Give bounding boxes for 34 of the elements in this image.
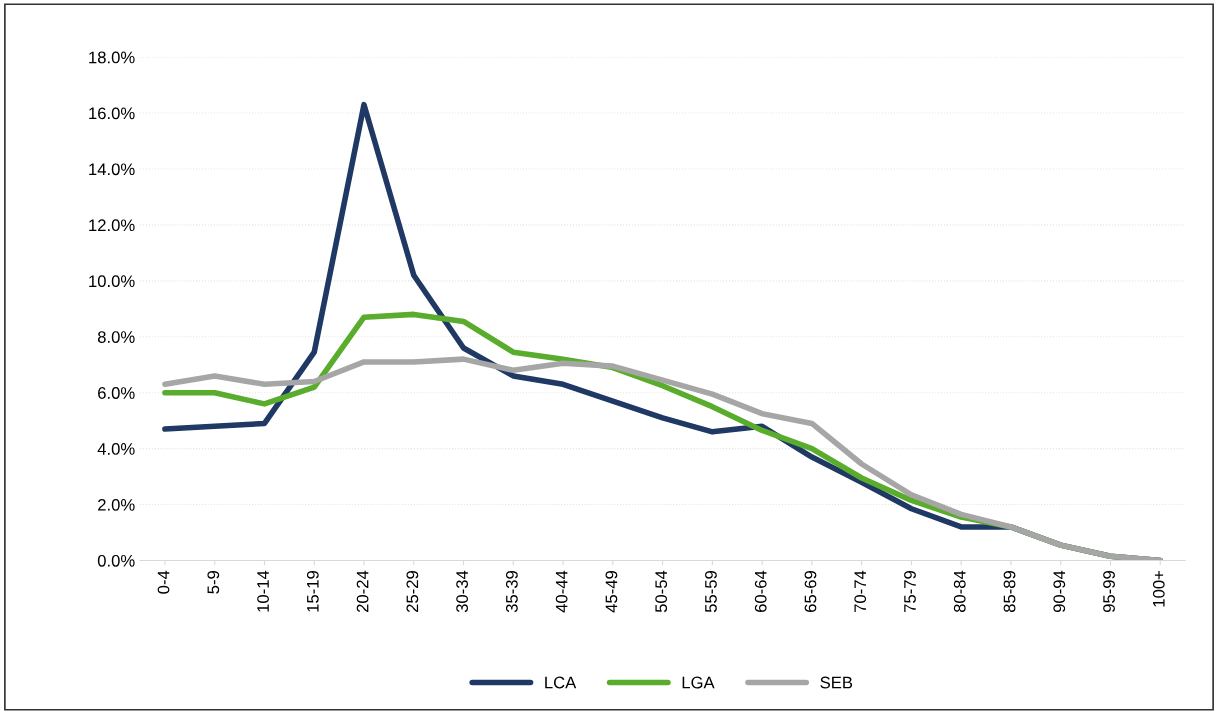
x-tick-label: 85-89 xyxy=(1003,571,1016,613)
x-tick-label: 90-94 xyxy=(1053,570,1066,613)
y-tick-label: 14.0% xyxy=(89,163,135,176)
x-tick-label: 0-4 xyxy=(157,570,170,594)
x-tick-label: 40-44 xyxy=(555,570,568,613)
y-tick-label: 18.0% xyxy=(89,51,135,64)
x-tick-label: 80-84 xyxy=(953,570,966,613)
x-tick-label: 45-49 xyxy=(605,571,618,613)
x-tick-label: 55-59 xyxy=(705,571,717,613)
x-tick-label: 35-39 xyxy=(505,571,518,613)
y-tick-label: 0.0% xyxy=(97,554,135,567)
x-tick-label: 5-9 xyxy=(207,571,220,594)
y-tick-label: 16.0% xyxy=(89,107,135,120)
x-tick-label: 10-14 xyxy=(257,570,269,612)
x-tick-label: 70-74 xyxy=(854,570,867,612)
y-tick-label: 4.0% xyxy=(97,443,135,455)
x-tick-label: 60-64 xyxy=(754,570,767,612)
legend-label: LCA xyxy=(545,676,577,689)
x-tick-label: 20-24 xyxy=(356,570,369,612)
legend-label: SEB xyxy=(820,676,853,689)
y-tick-label: 2.0% xyxy=(98,498,135,511)
y-tick-label: 10.0% xyxy=(89,275,135,288)
y-tick-label: 8.0% xyxy=(97,331,135,343)
y-tick-label: 6.0% xyxy=(98,387,135,399)
x-tick-label: 95-99 xyxy=(1103,571,1115,613)
y-tick-label: 12.0% xyxy=(89,219,135,232)
x-tick-label: 25-29 xyxy=(406,571,419,612)
x-tick-label: 30-34 xyxy=(456,570,469,613)
x-tick-label: 65-69 xyxy=(804,571,817,612)
x-tick-label: 75-79 xyxy=(904,571,916,612)
x-tick-label: 50-54 xyxy=(655,570,668,613)
x-tick-label: 15-19 xyxy=(306,571,319,612)
x-tick-label: 100+ xyxy=(1152,571,1165,607)
legend-label: LGA xyxy=(682,676,715,689)
